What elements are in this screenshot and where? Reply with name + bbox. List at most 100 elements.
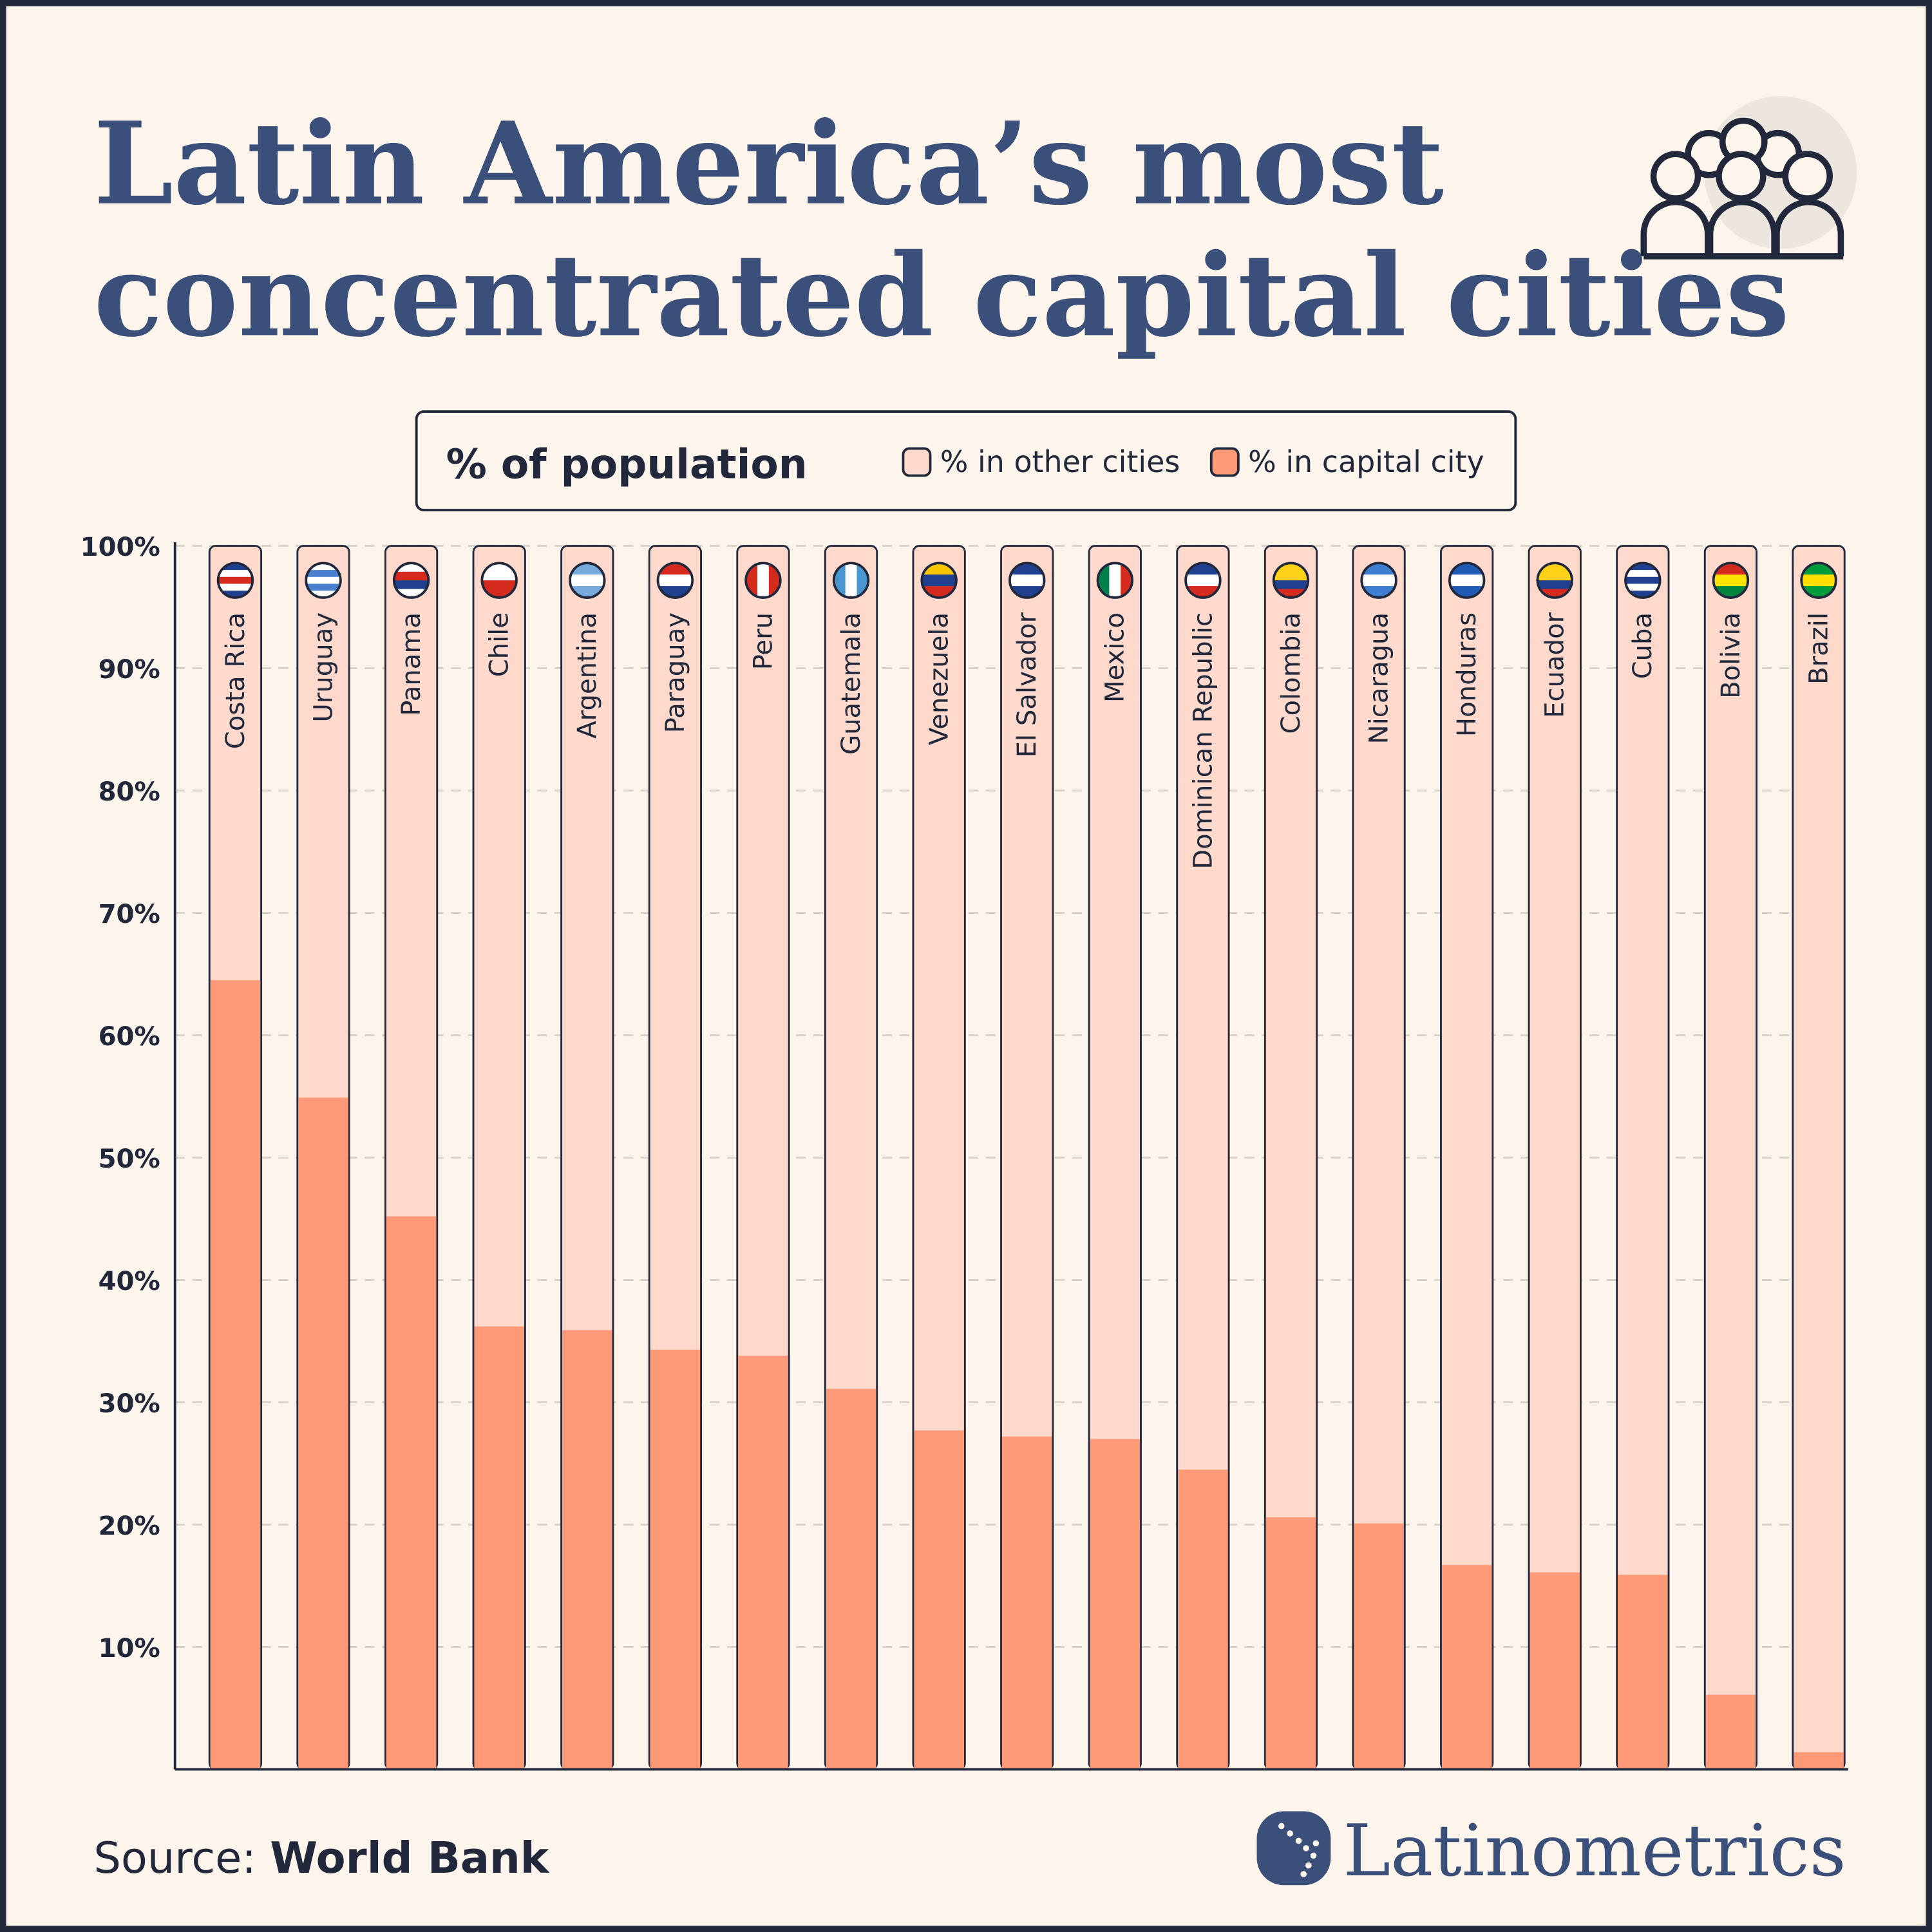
flag-icon [1536, 562, 1573, 599]
source: Source: World Bank [93, 1833, 549, 1883]
country-label: Colombia [1276, 612, 1306, 734]
y-tick-label: 30% [99, 1389, 160, 1419]
bar-group: Chile [472, 545, 526, 1770]
legend-label-capital: % in capital city [1248, 444, 1484, 479]
country-label: El Salvador [1012, 612, 1042, 757]
bar-capital-city [1265, 1517, 1316, 1770]
country-label: Ecuador [1540, 612, 1570, 718]
bar-group: Costa Rica [208, 545, 263, 1770]
bar-capital-city [1001, 1436, 1052, 1770]
flag-icon [392, 562, 430, 599]
flag-icon [305, 562, 342, 599]
y-tick-label: 20% [99, 1511, 160, 1541]
bar-capital-city [562, 1330, 612, 1770]
country-label: Peru [748, 612, 778, 670]
y-tick-label: 70% [99, 900, 160, 929]
bar-group: Uruguay [296, 545, 350, 1770]
source-value: World Bank [270, 1833, 550, 1883]
country-label: Bolivia [1716, 612, 1746, 699]
flag-icon [832, 562, 870, 599]
country-label: Paraguay [661, 612, 690, 733]
bar-other-cities [1792, 545, 1846, 1770]
flag-icon [1800, 562, 1837, 599]
bar-group: Argentina [560, 545, 614, 1770]
y-tick-label: 60% [99, 1022, 160, 1052]
country-label: Nicaragua [1364, 612, 1394, 744]
bar-group: Paraguay [648, 545, 702, 1770]
bar-capital-city [1705, 1694, 1756, 1770]
bar-capital-city [1618, 1575, 1668, 1770]
country-label: Chile [485, 612, 515, 677]
y-axis-ticks: 10% 20% 30% 40% 50% 60% 70% 80% 90% 100% [80, 533, 160, 1663]
flag-icon [656, 562, 694, 599]
y-tick-label: 90% [99, 655, 160, 685]
y-tick-label: 50% [99, 1144, 160, 1174]
country-label: Honduras [1452, 612, 1482, 737]
bar-capital-city [298, 1097, 348, 1770]
flag-icon [1096, 562, 1134, 599]
brand-name: Latinometrics [1343, 1810, 1846, 1893]
bar-group: Honduras [1440, 545, 1494, 1770]
country-label: Argentina [573, 612, 602, 739]
country-label: Cuba [1628, 612, 1658, 679]
bar-group: Colombia [1264, 545, 1318, 1770]
flag-icon [1448, 562, 1486, 599]
bar-other-cities [1703, 545, 1758, 1770]
country-label: Costa Rica [221, 612, 251, 749]
country-label: Uruguay [308, 612, 338, 723]
bar-group: Ecuador [1528, 545, 1582, 1770]
legend: % of population % in other cities % in c… [415, 410, 1517, 512]
bar-group: Nicaragua [1352, 545, 1406, 1770]
country-label: Mexico [1101, 612, 1130, 703]
flag-icon [1712, 562, 1750, 599]
country-label: Panama [397, 612, 426, 716]
flag-icon [216, 562, 254, 599]
flag-icon [1009, 562, 1046, 599]
bar-capital-city [1441, 1565, 1492, 1770]
bar-capital-city [1794, 1752, 1844, 1770]
bar-capital-city [914, 1430, 964, 1770]
bar-group: Peru [736, 545, 790, 1770]
flag-icon [744, 562, 782, 599]
bar-group: El Salvador [1000, 545, 1054, 1770]
bar-group: Guatemala [824, 545, 878, 1770]
country-label: Brazil [1804, 612, 1833, 685]
bar-group: Venezuela [912, 545, 966, 1770]
people-group-icon [1640, 96, 1857, 260]
bar-capital-city [650, 1349, 701, 1770]
bar-capital-city [210, 980, 261, 1770]
legend-label-other: % in other cities [940, 444, 1180, 479]
bar-capital-city [386, 1216, 437, 1770]
y-tick-label: 10% [99, 1634, 160, 1663]
bar-capital-city [1090, 1439, 1141, 1770]
country-label: Venezuela [925, 612, 954, 745]
bar-group: Bolivia [1703, 545, 1758, 1770]
bar-capital-city [738, 1356, 788, 1770]
flag-icon [1272, 562, 1310, 599]
flag-icon [1624, 562, 1662, 599]
country-label: Dominican Republic [1188, 612, 1218, 869]
y-tick-label: 40% [99, 1267, 160, 1296]
flag-icon [920, 562, 958, 599]
flag-icon [569, 562, 606, 599]
bar-group: Brazil [1792, 545, 1846, 1770]
title-line-2: concentrated capital cities [93, 229, 1789, 362]
bar-group: Panama [384, 545, 439, 1770]
country-label: Guatemala [837, 612, 866, 755]
bar-capital-city [1354, 1523, 1404, 1770]
y-tick-label: 80% [99, 777, 160, 807]
latin-america-map-logo-icon [1256, 1811, 1331, 1886]
flag-icon [1184, 562, 1222, 599]
bar-capital-city [474, 1326, 524, 1770]
title-line-1: Latin America’s most [93, 97, 1444, 231]
bar-capital-city [1178, 1469, 1228, 1770]
bar-capital-city [1530, 1572, 1580, 1770]
flag-icon [1360, 562, 1397, 599]
bar-group: Dominican Republic [1176, 545, 1230, 1770]
bar-capital-city [826, 1388, 876, 1770]
flag-icon [480, 562, 518, 599]
y-tick-label: 100% [80, 533, 160, 562]
bar-group: Mexico [1088, 545, 1142, 1770]
legend-title: % of population [446, 440, 808, 488]
